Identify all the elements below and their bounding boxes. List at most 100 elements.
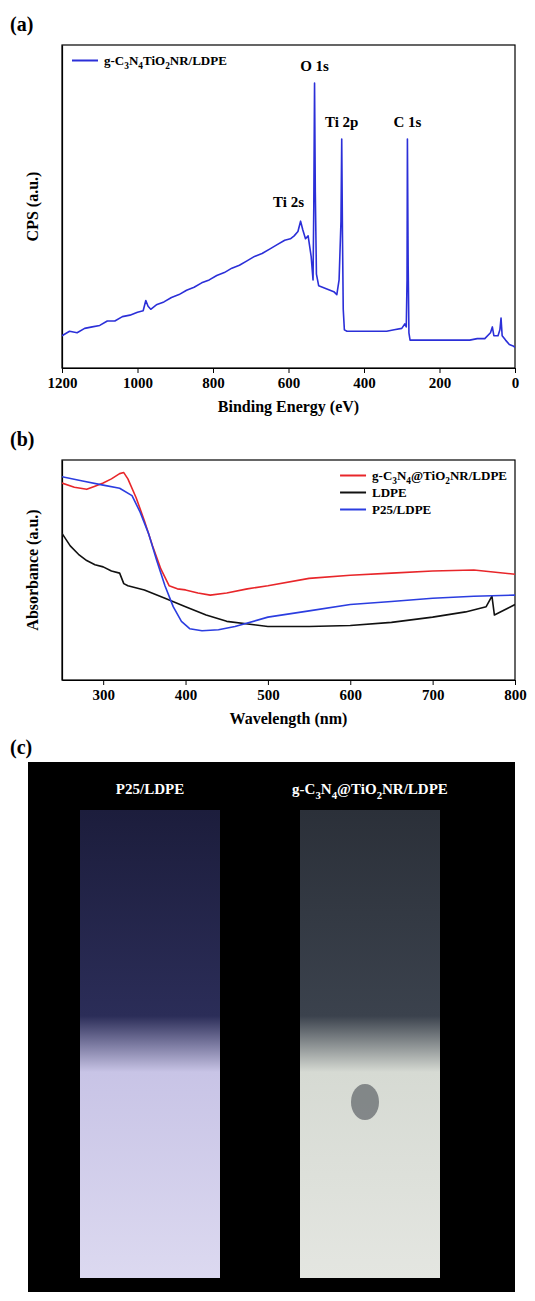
x-tick-mark bbox=[433, 680, 434, 685]
x-tick: 400 bbox=[175, 680, 198, 703]
plot-area bbox=[62, 83, 515, 347]
x-tick-mark bbox=[213, 368, 214, 373]
peak-annotation: Ti 2p bbox=[325, 114, 359, 130]
x-tick: 1200 bbox=[48, 368, 78, 391]
legend-swatch bbox=[340, 509, 366, 511]
text-run: N bbox=[321, 781, 332, 797]
x-tick-mark bbox=[138, 368, 139, 373]
x-tick-mark bbox=[440, 368, 441, 373]
x-tick: 200 bbox=[429, 368, 452, 391]
photo-panel: (c) P25/LDPE g-C3N4@TiO2NR/LDPE bbox=[10, 736, 515, 1292]
legend-item: g-C3N4@TiO2NR/LDPE bbox=[340, 468, 507, 486]
x-tick: 300 bbox=[92, 680, 115, 703]
series-line bbox=[62, 477, 515, 631]
x-tick-mark bbox=[364, 368, 365, 373]
text-run: @TiO bbox=[411, 468, 445, 483]
y-axis-title: CPS (a.u.) bbox=[24, 172, 42, 242]
legend: g-C3N4@TiO2NR/LDPELDPE P25/LDPE bbox=[340, 468, 507, 517]
figure: (a) 1200 1000 800 600 400 200 0 Binding Energy (… bbox=[0, 0, 535, 1301]
x-tick: 700 bbox=[422, 680, 445, 703]
text-run: NR/LDPE bbox=[382, 781, 448, 797]
legend-swatch bbox=[340, 475, 366, 477]
x-tick: 400 bbox=[353, 368, 376, 391]
x-tick-label: 0 bbox=[512, 375, 520, 391]
peak-annotation: C 1s bbox=[393, 114, 421, 130]
series-line bbox=[62, 533, 515, 626]
film-sample bbox=[300, 810, 440, 1278]
x-tick-mark bbox=[515, 680, 516, 685]
y-axis-line bbox=[62, 461, 63, 681]
series-line bbox=[62, 83, 515, 347]
legend-label: LDPE bbox=[372, 485, 407, 500]
x-tick-label: 400 bbox=[175, 687, 198, 703]
text-run: g-C bbox=[104, 53, 124, 68]
x-tick: 600 bbox=[278, 368, 301, 391]
legend-label: P25/LDPE bbox=[372, 502, 431, 517]
y-axis bbox=[62, 461, 63, 681]
x-tick: 500 bbox=[257, 680, 280, 703]
x-axis-title: Binding Energy (eV) bbox=[218, 398, 359, 416]
legend-swatch bbox=[72, 60, 98, 62]
x-tick: 0 bbox=[512, 368, 520, 391]
legend-label: g-C3N4@TiO2NR/LDPE bbox=[372, 468, 507, 486]
x-tick-label: 400 bbox=[353, 375, 376, 391]
text-run: @TiO bbox=[337, 781, 377, 797]
legend-swatch bbox=[340, 492, 366, 494]
x-tick-mark bbox=[62, 368, 63, 373]
x-tick-label: 600 bbox=[278, 375, 301, 391]
figure-svg: (a) 1200 1000 800 600 400 200 0 Binding Energy (… bbox=[0, 0, 535, 1301]
x-tick-label: 800 bbox=[202, 375, 225, 391]
series-line bbox=[62, 473, 515, 596]
x-tick-label: 1200 bbox=[48, 375, 78, 391]
plot-area bbox=[62, 473, 515, 631]
y-axis-line bbox=[62, 46, 63, 369]
text-run: NR/LDPE bbox=[170, 53, 227, 68]
x-tick-label: 700 bbox=[422, 687, 445, 703]
legend-item: LDPE bbox=[340, 485, 407, 500]
x-axis-line bbox=[63, 680, 516, 681]
legend-label: g-C3N4TiO2NR/LDPE bbox=[104, 53, 227, 71]
text-run: P25/LDPE bbox=[116, 781, 184, 797]
x-tick-mark bbox=[515, 368, 516, 373]
chart-panel: (a) 1200 1000 800 600 400 200 0 Binding Energy (… bbox=[10, 13, 519, 416]
legend: g-C3N4TiO2NR/LDPE bbox=[72, 53, 227, 71]
peak-annotation: O 1s bbox=[300, 58, 329, 74]
legend-item: g-C3N4TiO2NR/LDPE bbox=[72, 53, 227, 71]
film-spot bbox=[351, 1084, 379, 1120]
x-tick: 600 bbox=[340, 680, 363, 703]
x-tick: 1000 bbox=[123, 368, 153, 391]
x-tick-label: 800 bbox=[504, 687, 527, 703]
panel-label: (c) bbox=[10, 736, 32, 759]
text-run: TiO bbox=[143, 53, 165, 68]
x-tick-mark bbox=[186, 680, 187, 685]
x-tick-mark bbox=[350, 680, 351, 685]
panel-label: (b) bbox=[10, 428, 34, 451]
photo-label: g-C3N4@TiO2NR/LDPE bbox=[292, 781, 448, 801]
x-tick-mark bbox=[268, 680, 269, 685]
x-tick-label: 300 bbox=[92, 687, 115, 703]
peak-annotation: Ti 2s bbox=[273, 194, 304, 210]
legend-item: P25/LDPE bbox=[340, 502, 431, 517]
x-tick-label: 200 bbox=[429, 375, 452, 391]
y-axis-title: Absorbance (a.u.) bbox=[24, 509, 42, 630]
film-sample bbox=[80, 810, 220, 1278]
text-run: P25/LDPE bbox=[372, 502, 431, 517]
text-run: NR/LDPE bbox=[450, 468, 507, 483]
text-run: LDPE bbox=[372, 485, 407, 500]
text-run: g-C bbox=[372, 468, 392, 483]
photo-label: P25/LDPE bbox=[116, 781, 184, 797]
plot-frame bbox=[62, 460, 515, 680]
x-tick-label: 1000 bbox=[123, 375, 153, 391]
panel-label: (a) bbox=[10, 13, 33, 36]
text-run: g-C bbox=[292, 781, 315, 797]
x-axis: 300 400 500 600 700 800 bbox=[63, 680, 527, 703]
x-axis-title: Wavelength (nm) bbox=[230, 710, 348, 728]
photo-background bbox=[28, 762, 515, 1292]
chart-panel: (b) 300 400 500 600 700 800 Wavelength (nm) Abso… bbox=[10, 428, 527, 728]
x-axis: 1200 1000 800 600 400 200 0 bbox=[48, 368, 520, 391]
x-tick-mark bbox=[289, 368, 290, 373]
x-tick-label: 600 bbox=[340, 687, 363, 703]
y-axis bbox=[62, 46, 63, 369]
x-tick: 800 bbox=[202, 368, 225, 391]
x-tick-label: 500 bbox=[257, 687, 280, 703]
